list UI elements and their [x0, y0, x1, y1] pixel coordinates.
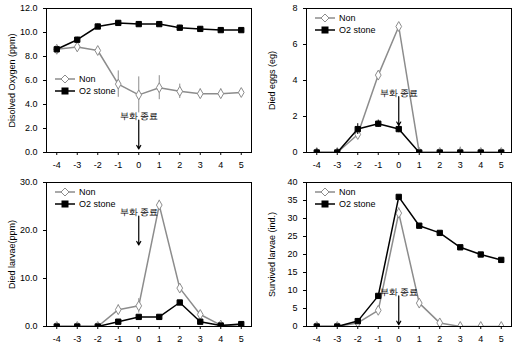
- svg-text:5: 5: [239, 334, 244, 344]
- svg-text:-1: -1: [114, 334, 122, 344]
- html-text:Non: Non: [339, 187, 356, 197]
- svg-text:부화 종료: 부화 종료: [119, 111, 158, 121]
- svg-text:40: 40: [287, 177, 297, 187]
- svg-text:2.0: 2.0: [25, 123, 38, 133]
- svg-text:35: 35: [287, 195, 297, 205]
- html-text:O2 stone: O2 stone: [79, 85, 116, 96]
- svg-text:0: 0: [396, 160, 401, 170]
- html-text:O2 stone: O2 stone: [79, 199, 116, 209]
- svg-text:0: 0: [292, 147, 297, 157]
- svg-text:Died larvae(ppm): Died larvae(ppm): [7, 220, 17, 289]
- svg-text:-1: -1: [114, 160, 122, 170]
- svg-text:30: 30: [287, 213, 297, 223]
- svg-text:10: 10: [287, 285, 297, 295]
- html-text:O2 stone: O2 stone: [339, 25, 376, 35]
- svg-text:1: 1: [157, 160, 162, 170]
- svg-text:부화 종료: 부화 종료: [379, 88, 418, 98]
- svg-text:-3: -3: [333, 160, 341, 170]
- svg-text:2: 2: [177, 160, 182, 170]
- svg-text:4: 4: [218, 160, 223, 170]
- svg-text:5: 5: [292, 303, 297, 313]
- svg-text:-4: -4: [313, 334, 321, 344]
- svg-text:8.0: 8.0: [25, 51, 38, 61]
- svg-text:20.0: 20.0: [20, 225, 38, 235]
- svg-text:10.0: 10.0: [20, 273, 38, 283]
- svg-text:3: 3: [198, 160, 203, 170]
- html-text:Non: Non: [79, 73, 96, 84]
- svg-text:6.0: 6.0: [25, 75, 38, 85]
- svg-text:0: 0: [292, 321, 297, 331]
- svg-text:1: 1: [417, 334, 422, 344]
- svg-text:0: 0: [136, 160, 141, 170]
- svg-text:Died eggs (eg): Died eggs (eg): [267, 51, 277, 110]
- svg-text:Disolved Oxygen (ppm): Disolved Oxygen (ppm): [7, 33, 17, 127]
- svg-text:-2: -2: [94, 334, 102, 344]
- svg-text:4.0: 4.0: [25, 99, 38, 109]
- svg-text:12.0: 12.0: [20, 3, 38, 13]
- svg-text:-1: -1: [374, 334, 382, 344]
- svg-text:30.0: 30.0: [20, 177, 38, 187]
- svg-text:5: 5: [499, 334, 504, 344]
- svg-text:-3: -3: [73, 334, 81, 344]
- svg-text:3: 3: [198, 334, 203, 344]
- svg-text:5: 5: [499, 160, 504, 170]
- svg-text:부화 종료: 부화 종료: [119, 207, 158, 217]
- html-text:O2 stone: O2 stone: [339, 199, 376, 209]
- svg-text:-3: -3: [333, 334, 341, 344]
- svg-text:8: 8: [292, 3, 297, 13]
- svg-text:-4: -4: [53, 160, 61, 170]
- svg-text:0: 0: [396, 334, 401, 344]
- svg-text:-1: -1: [374, 160, 382, 170]
- svg-text:2: 2: [437, 160, 442, 170]
- svg-text:25: 25: [287, 231, 297, 241]
- svg-text:2: 2: [292, 111, 297, 121]
- svg-text:10.0: 10.0: [20, 27, 38, 37]
- svg-text:-4: -4: [53, 334, 61, 344]
- svg-text:-4: -4: [313, 160, 321, 170]
- svg-text:15: 15: [287, 267, 297, 277]
- svg-text:4: 4: [292, 75, 297, 85]
- svg-text:4: 4: [478, 334, 483, 344]
- svg-text:0.0: 0.0: [25, 147, 38, 157]
- svg-text:4: 4: [218, 334, 223, 344]
- svg-text:5: 5: [239, 160, 244, 170]
- svg-text:3: 3: [458, 334, 463, 344]
- svg-text:4: 4: [478, 160, 483, 170]
- svg-text:6: 6: [292, 39, 297, 49]
- svg-text:-2: -2: [354, 160, 362, 170]
- svg-text:2: 2: [177, 334, 182, 344]
- html-text:Non: Non: [339, 13, 356, 23]
- svg-text:-2: -2: [94, 160, 102, 170]
- svg-text:1: 1: [157, 334, 162, 344]
- svg-text:-3: -3: [73, 160, 81, 170]
- svg-text:Survived larvae (ind.): Survived larvae (ind.): [267, 212, 277, 297]
- svg-text:3: 3: [458, 160, 463, 170]
- svg-text:0: 0: [136, 334, 141, 344]
- svg-text:2: 2: [437, 334, 442, 344]
- svg-text:부화 종료: 부화 종료: [379, 287, 418, 297]
- svg-text:20: 20: [287, 249, 297, 259]
- svg-text:-2: -2: [354, 334, 362, 344]
- svg-text:0.0: 0.0: [25, 321, 38, 331]
- html-text:Non: Non: [79, 187, 96, 197]
- svg-text:1: 1: [417, 160, 422, 170]
